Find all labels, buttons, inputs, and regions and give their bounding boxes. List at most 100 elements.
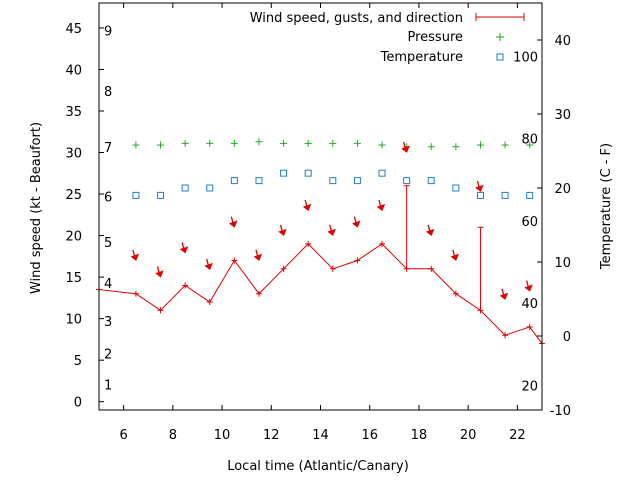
temperature-point xyxy=(476,191,484,199)
wind-direction-arrow xyxy=(401,141,410,153)
wind-speed-point xyxy=(329,265,336,272)
pressure-point xyxy=(353,139,361,147)
wind-direction-arrow xyxy=(499,288,509,300)
y-right-tick-label: 30 xyxy=(554,108,571,123)
y-right-axis-title: Temperature (C - F) xyxy=(599,143,614,270)
legend-wind-label: Wind speed, gusts, and direction xyxy=(250,11,463,26)
pressure-point xyxy=(132,141,140,149)
beaufort-label: 3 xyxy=(104,315,112,330)
temperature-point xyxy=(378,169,386,177)
x-tick-label: 8 xyxy=(169,428,177,443)
pressure-point xyxy=(280,139,288,147)
beaufort-label: 7 xyxy=(104,141,112,156)
temperature-point xyxy=(230,177,238,185)
wind-speed-point xyxy=(157,307,164,314)
legend-pressure-label: Pressure xyxy=(407,30,463,45)
fahrenheit-label: 60 xyxy=(521,215,538,230)
wind-speed-point xyxy=(132,290,139,297)
wind-speed-line xyxy=(98,243,543,344)
fahrenheit-label: 20 xyxy=(521,379,538,394)
beaufort-label: 6 xyxy=(104,191,112,206)
beaufort-label: 1 xyxy=(104,379,112,394)
pressure-point xyxy=(304,139,312,147)
wind-direction-arrow xyxy=(278,224,287,236)
y-right-tick-label: 20 xyxy=(554,182,571,197)
wind-direction-arrow xyxy=(475,180,484,192)
y-left-tick-label: 35 xyxy=(65,105,82,120)
beaufort-label: 4 xyxy=(104,277,112,292)
temperature-point xyxy=(181,184,189,192)
wind-speed-point xyxy=(255,290,262,297)
wind-speed-point xyxy=(206,299,213,306)
wind-speed-point xyxy=(280,265,287,272)
wind-direction-arrow xyxy=(228,216,238,228)
wind-speed-point xyxy=(305,240,312,247)
x-tick-label: 20 xyxy=(460,428,477,443)
pressure-point xyxy=(526,141,534,149)
x-axis-title: Local time (Atlantic/Canary) xyxy=(227,459,409,474)
wind-direction-arrow xyxy=(302,199,312,212)
pressure-point xyxy=(255,138,263,146)
pressure-point xyxy=(378,141,386,149)
wind-speed-point xyxy=(182,282,189,289)
y-left-axis-title: Wind speed (kt - Beaufort) xyxy=(29,122,44,294)
y-left-tick-label: 25 xyxy=(65,188,82,203)
wind-speed-point xyxy=(526,323,533,330)
temperature-point xyxy=(206,184,214,192)
wind-speed-point xyxy=(354,257,361,264)
wind-speed-point xyxy=(428,265,435,272)
temperature-point xyxy=(329,177,337,185)
x-tick-label: 12 xyxy=(263,428,280,443)
temperature-point xyxy=(501,191,509,199)
pressure-point xyxy=(501,141,509,149)
y-left-tick-label: 15 xyxy=(65,271,82,286)
x-tick-label: 6 xyxy=(119,428,127,443)
temperature-point xyxy=(427,177,435,185)
y-left-tick-label: 5 xyxy=(74,354,82,369)
pressure-point xyxy=(230,139,238,147)
x-tick-label: 16 xyxy=(361,428,378,443)
x-tick-label: 14 xyxy=(312,428,329,443)
y-right-tick-label: -10 xyxy=(550,404,571,419)
wind-speed-point xyxy=(231,257,238,264)
y-left-tick-label: 0 xyxy=(74,396,82,411)
temperature-point xyxy=(157,191,165,199)
temperature-point xyxy=(304,169,312,177)
beaufort-label: 5 xyxy=(104,236,112,251)
x-tick-label: 22 xyxy=(509,428,526,443)
pressure-point xyxy=(329,139,337,147)
wind-direction-arrow xyxy=(253,249,263,261)
temperature-point xyxy=(132,191,140,199)
temperature-point xyxy=(353,177,361,185)
temperature-point xyxy=(452,184,460,192)
y-right-tick-label: 0 xyxy=(563,330,571,345)
temperature-point xyxy=(255,177,263,185)
temperature-point xyxy=(403,177,411,185)
y-left-tick-label: 40 xyxy=(65,63,82,78)
wind-direction-arrow xyxy=(130,249,140,261)
beaufort-label: 2 xyxy=(104,347,112,362)
x-tick-label: 18 xyxy=(411,428,428,443)
beaufort-label: 9 xyxy=(104,24,112,39)
pressure-point xyxy=(181,139,189,147)
wind-speed-point xyxy=(452,290,459,297)
y-left-tick-label: 10 xyxy=(65,313,82,328)
wind-direction-arrow xyxy=(524,280,533,292)
legend-temperature-swatch xyxy=(496,53,504,61)
plot-frame xyxy=(98,2,543,411)
y-right-tick-label: 10 xyxy=(554,256,571,271)
wind-direction-arrow xyxy=(425,224,435,236)
y-right-tick-label: 40 xyxy=(554,34,571,49)
pressure-point xyxy=(427,143,435,151)
y-left-tick-label: 30 xyxy=(65,147,82,162)
temperature-point xyxy=(280,169,288,177)
wind-direction-arrow xyxy=(327,224,336,236)
wind-direction-arrow xyxy=(155,266,164,278)
x-tick-label: 10 xyxy=(214,428,231,443)
pressure-point xyxy=(476,141,484,149)
legend: Wind speed, gusts, and direction Pressur… xyxy=(250,11,525,65)
temperature-point xyxy=(526,191,534,199)
wind-direction-arrow xyxy=(352,216,361,228)
y-left-tick-label: 20 xyxy=(65,230,82,245)
